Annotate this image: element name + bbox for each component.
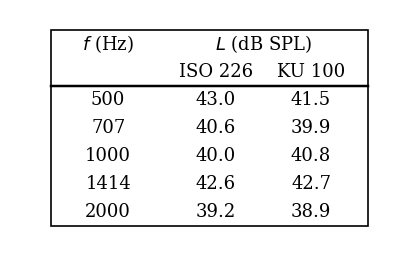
Text: 40.6: 40.6 bbox=[196, 119, 236, 137]
Text: 1000: 1000 bbox=[85, 147, 131, 165]
Text: 707: 707 bbox=[91, 119, 125, 137]
Text: 500: 500 bbox=[91, 91, 126, 109]
Text: 42.7: 42.7 bbox=[291, 175, 331, 193]
Text: 41.5: 41.5 bbox=[291, 91, 331, 109]
Text: 1414: 1414 bbox=[85, 175, 131, 193]
Text: 2000: 2000 bbox=[85, 203, 131, 221]
Text: 40.0: 40.0 bbox=[196, 147, 236, 165]
Text: 43.0: 43.0 bbox=[196, 91, 236, 109]
Text: 40.8: 40.8 bbox=[291, 147, 331, 165]
Text: $L$ (dB SPL): $L$ (dB SPL) bbox=[215, 34, 312, 55]
Text: $f$ (Hz): $f$ (Hz) bbox=[82, 34, 134, 55]
Text: 42.6: 42.6 bbox=[196, 175, 236, 193]
Text: 39.2: 39.2 bbox=[196, 203, 236, 221]
Text: 38.9: 38.9 bbox=[291, 203, 331, 221]
Text: 39.9: 39.9 bbox=[291, 119, 331, 137]
Text: ISO 226: ISO 226 bbox=[179, 64, 253, 81]
Text: KU 100: KU 100 bbox=[277, 64, 345, 81]
